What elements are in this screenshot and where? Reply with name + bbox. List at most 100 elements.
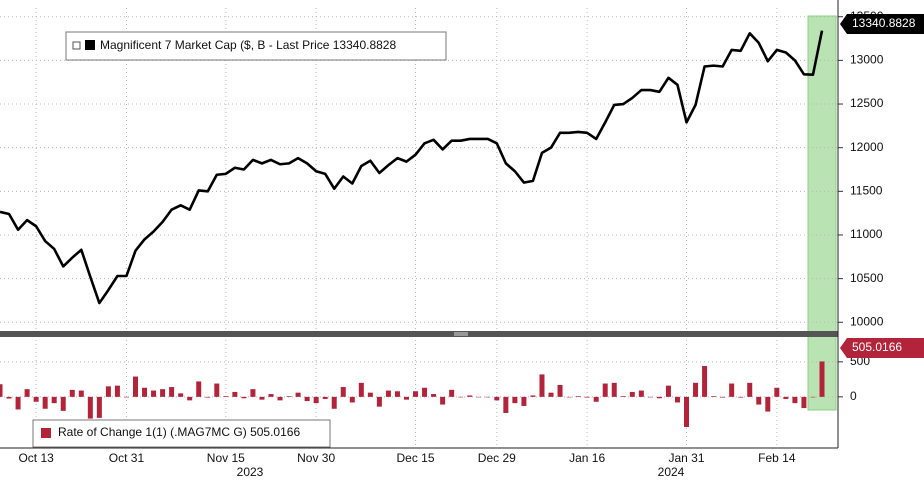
- bar: [295, 392, 301, 397]
- bar: [729, 383, 735, 397]
- x-tick-label: Dec 15: [397, 451, 435, 465]
- bar: [69, 389, 75, 397]
- highlight-band: [807, 15, 837, 411]
- bar: [42, 396, 48, 409]
- bar: [765, 396, 771, 412]
- bar: [24, 389, 30, 397]
- x-tick-label: Nov 15: [207, 451, 245, 465]
- bar: [160, 389, 166, 397]
- x-tick-label: Oct 13: [18, 451, 54, 465]
- bar: [467, 395, 473, 397]
- bar: [105, 386, 111, 397]
- y-tick-label: 0: [850, 389, 857, 403]
- bar: [440, 396, 446, 405]
- bar: [702, 366, 708, 397]
- bar: [774, 387, 780, 397]
- bar: [304, 396, 310, 402]
- last-price-label: 13340.8828: [852, 16, 916, 30]
- legend-box: [65, 31, 447, 61]
- x-tick-label: Nov 30: [297, 451, 335, 465]
- legend-label: Magnificent 7 Market Cap ($, B - Last Pr…: [100, 38, 396, 52]
- bar: [783, 396, 789, 399]
- bar: [331, 396, 337, 409]
- bar: [458, 396, 464, 398]
- legend-swatch: [41, 428, 51, 438]
- y-tick-label: 12500: [850, 96, 884, 110]
- bar: [711, 396, 717, 397]
- x-tick-label: Feb 14: [758, 451, 796, 465]
- legend-icon-toggle: [72, 41, 81, 50]
- bar: [720, 396, 726, 398]
- bar: [557, 384, 563, 397]
- bar: [394, 391, 400, 397]
- bar: [385, 390, 391, 397]
- bar: [313, 396, 319, 404]
- legend-label: Rate of Change 1(1) (.MAG7MC G) 505.0166: [58, 425, 300, 439]
- bar: [449, 389, 455, 397]
- y-tick-label: 10500: [850, 271, 884, 285]
- bar: [512, 396, 518, 404]
- x-tick-label: Dec 29: [478, 451, 516, 465]
- bar: [494, 396, 500, 401]
- bar: [521, 396, 527, 406]
- bar: [259, 396, 265, 400]
- bar: [620, 396, 626, 397]
- bar: [367, 392, 373, 397]
- y-tick-label: 10000: [850, 314, 884, 328]
- bar: [214, 383, 220, 397]
- bar: [602, 383, 608, 397]
- bar: [87, 396, 93, 419]
- bar: [169, 387, 175, 397]
- bar: [684, 396, 690, 427]
- x-year-label: 2024: [658, 465, 685, 479]
- bar: [476, 396, 482, 398]
- bar: [593, 396, 599, 402]
- bar: [33, 396, 39, 402]
- bar: [539, 374, 545, 397]
- y-tick-label: 13000: [850, 53, 884, 67]
- y-tick-label: 11500: [850, 183, 883, 197]
- bar: [114, 385, 120, 397]
- bar: [6, 396, 12, 399]
- bar: [738, 396, 744, 398]
- bar: [403, 396, 409, 400]
- x-tick-label: Oct 31: [109, 451, 145, 465]
- legend-box: [32, 419, 331, 448]
- bar: [132, 376, 138, 397]
- bar: [674, 396, 680, 403]
- bar: [693, 382, 699, 397]
- bar: [142, 387, 148, 397]
- bar: [187, 396, 193, 401]
- bar: [223, 396, 229, 397]
- legend-swatch: [85, 40, 95, 50]
- bar: [656, 396, 662, 399]
- y-tick-label: 11000: [850, 227, 883, 241]
- x-tick-label: Jan 16: [569, 451, 605, 465]
- bar: [422, 387, 428, 397]
- bar: [530, 395, 536, 397]
- bar: [78, 390, 84, 397]
- last-price-tag: [840, 14, 924, 34]
- bar: [205, 396, 211, 398]
- separator-handle: [454, 332, 468, 336]
- bar: [96, 396, 102, 418]
- bar: [431, 394, 437, 397]
- bar: [566, 396, 572, 398]
- bar: [340, 387, 346, 397]
- bar: [15, 396, 21, 410]
- bar: [756, 396, 762, 405]
- bar: [376, 396, 382, 407]
- bar: [178, 393, 184, 397]
- bar: [629, 391, 635, 397]
- bar: [268, 394, 274, 397]
- bar: [810, 396, 816, 398]
- last-price-label: 505.0166: [852, 340, 902, 354]
- bar: [575, 396, 581, 397]
- bar: [503, 396, 509, 413]
- bar: [801, 396, 807, 409]
- bar: [250, 389, 256, 397]
- bar: [151, 390, 157, 397]
